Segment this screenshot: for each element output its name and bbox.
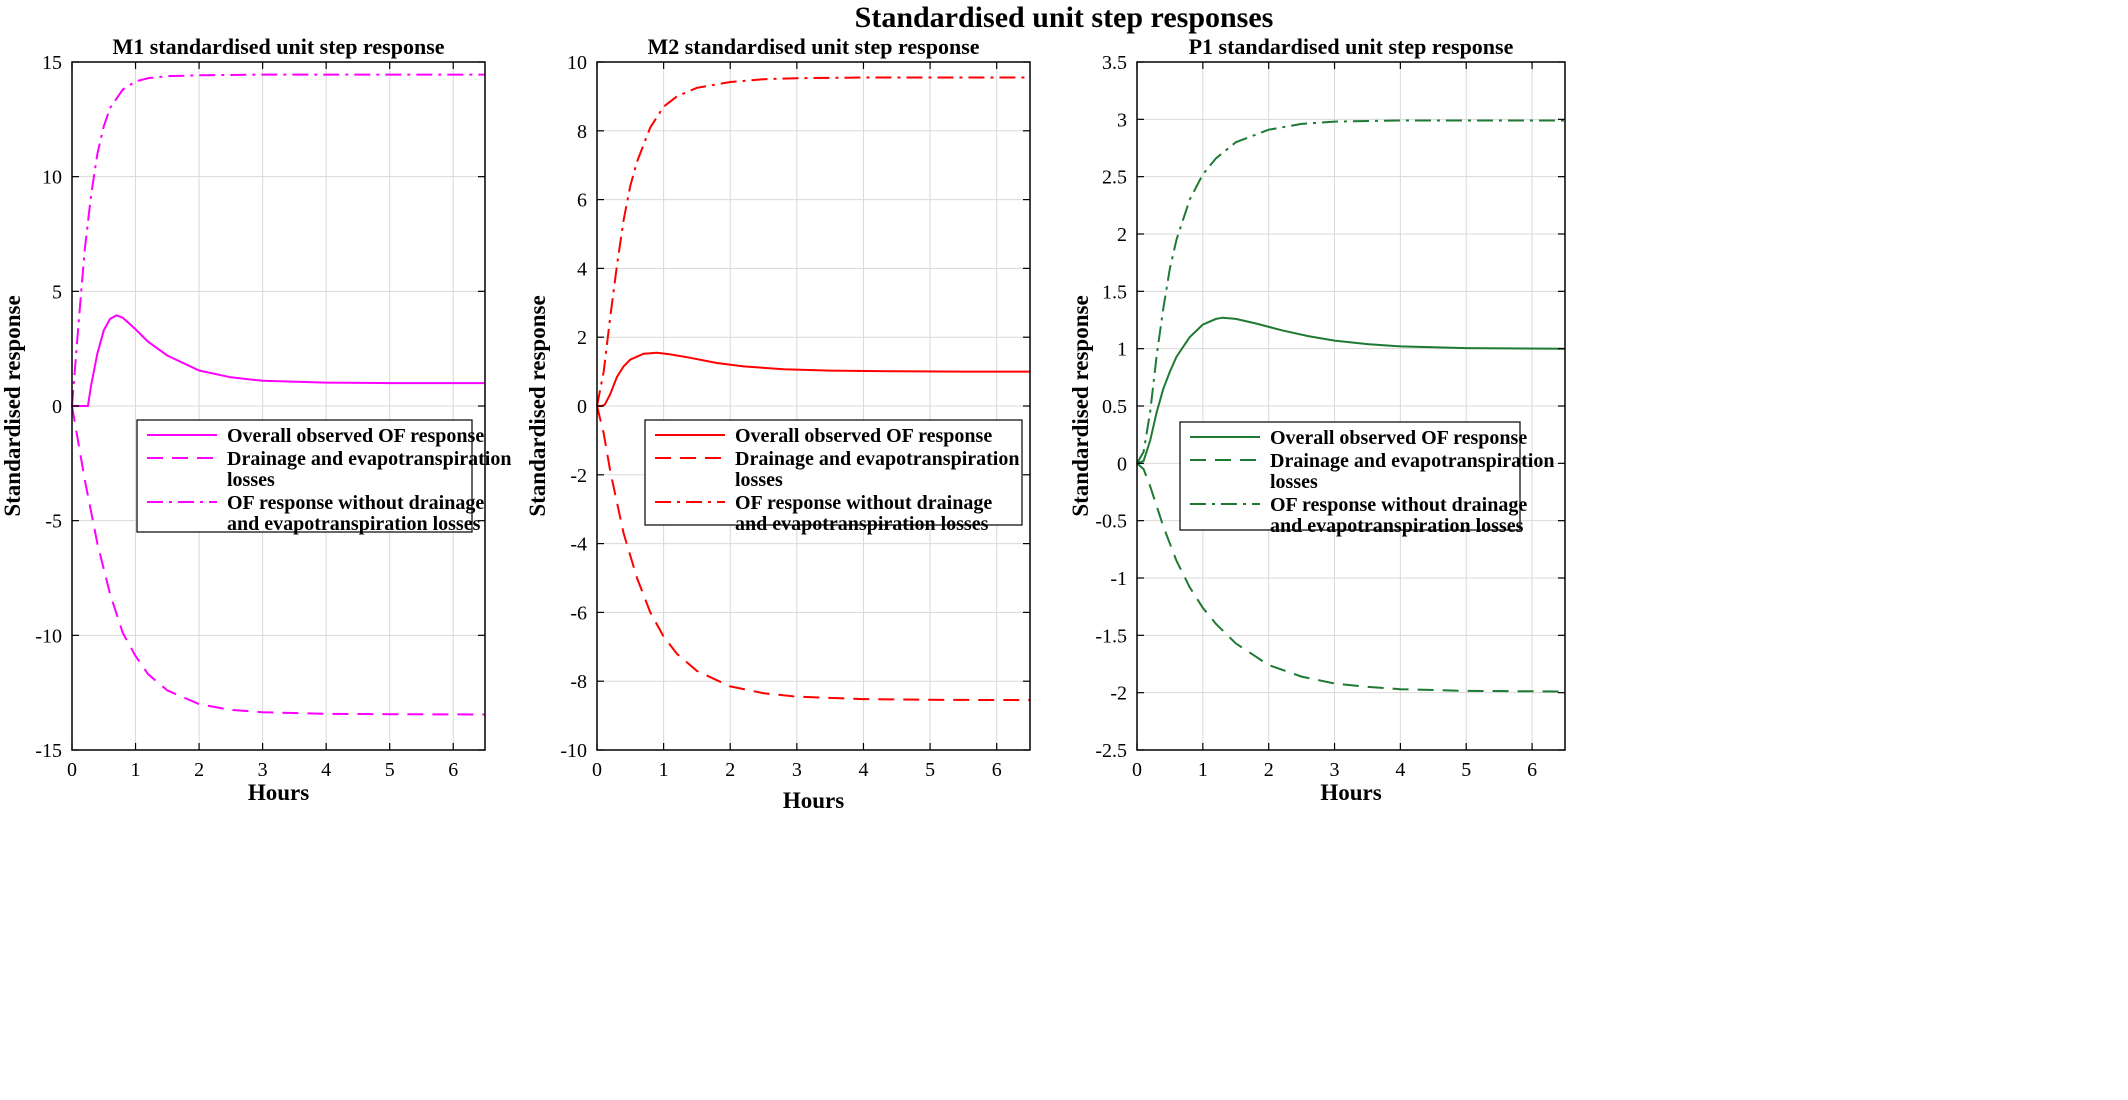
legend-box	[1179, 421, 1521, 531]
y-tick-label: 3.5	[1102, 52, 1127, 74]
x-tick-label: 1	[1198, 759, 1208, 781]
x-tick-label: 2	[725, 759, 735, 781]
legend-label-continued: and evapotranspiration losses	[735, 513, 989, 535]
figure-title: Standardised unit step responses	[854, 1, 1274, 34]
y-axis-label: Standardised response	[0, 295, 25, 516]
x-tick-label: 6	[448, 759, 458, 781]
y-tick-label: -1	[1110, 568, 1127, 590]
legend-box	[136, 419, 473, 533]
x-tick-label: 2	[194, 759, 204, 781]
legend-label: OF response without drainage	[1270, 494, 1527, 516]
legend-label-continued: and evapotranspiration losses	[227, 513, 481, 535]
y-tick-label: -2	[570, 465, 587, 487]
x-tick-label: 0	[67, 759, 77, 781]
chart-panel-1: 0 1 2 3 4 5 6 -15 -10 -5 0 5 10 15 M1 standardised uni…	[0, 34, 511, 805]
y-axis-label: Standardised response	[525, 295, 550, 516]
y-tick-label: -6	[570, 602, 587, 624]
y-tick-label: -0.5	[1095, 511, 1127, 533]
legend-label: Drainage and evapotranspiration	[735, 448, 1019, 470]
y-axis-label: Standardised response	[1068, 295, 1093, 516]
y-tick-label: 1	[1117, 339, 1127, 361]
series-line-dashdot	[1136, 119, 1565, 464]
y-tick-label: 2.5	[1102, 167, 1127, 189]
legend-label: Drainage and evapotranspiration	[1270, 450, 1554, 472]
y-tick-label: -2	[1110, 683, 1127, 705]
x-tick-label: 5	[925, 759, 935, 781]
x-tick-label: 5	[1461, 759, 1471, 781]
y-tick-label: 10	[42, 167, 62, 189]
x-tick-label: 4	[321, 759, 331, 781]
x-tick-label: 6	[992, 759, 1002, 781]
legend-label: OF response without drainage	[735, 492, 992, 514]
legend-label-continued: and evapotranspiration losses	[1270, 515, 1524, 537]
y-tick-label: 8	[577, 121, 587, 143]
series-line-solid	[597, 351, 1030, 407]
series-line-solid	[1136, 316, 1566, 465]
legend-label: OF response without drainage	[227, 492, 484, 514]
y-tick-label: 3	[1117, 109, 1127, 131]
y-tick-label: 4	[577, 258, 587, 280]
y-tick-label: 15	[42, 52, 62, 74]
series-line-solid	[72, 314, 485, 407]
x-tick-label: 2	[1264, 759, 1274, 781]
y-tick-label: 5	[52, 281, 62, 303]
chart-panel-3: 0 1 2 3 4 5 6 -2.5 -2 -1.5 -1 -0.5 0 0.5 1 1.5 2 2.5 3 3.5 P…	[1068, 34, 1566, 805]
chart-title: M1 standardised unit step response	[112, 34, 444, 59]
x-tick-label: 3	[1330, 759, 1340, 781]
x-tick-label: 6	[1527, 759, 1537, 781]
series-line-dashed	[596, 405, 1031, 702]
y-tick-label: 0	[1117, 453, 1127, 475]
y-tick-label: -2.5	[1095, 740, 1127, 762]
y-tick-label: 2	[1117, 224, 1127, 246]
x-tick-label: 4	[1395, 759, 1405, 781]
x-tick-label: 1	[659, 759, 669, 781]
legend-label-continued: losses	[227, 469, 275, 491]
x-tick-label: 3	[792, 759, 802, 781]
x-axis-label: Hours	[783, 788, 844, 813]
x-axis-label: Hours	[1320, 780, 1381, 805]
x-tick-label: 4	[858, 759, 868, 781]
chart-title: P1 standardised unit step response	[1189, 34, 1514, 59]
y-tick-label: -10	[35, 625, 62, 647]
y-tick-label: 0.5	[1102, 396, 1127, 418]
legend-label: Overall observed OF response	[735, 425, 992, 447]
y-tick-label: -10	[560, 740, 587, 762]
legend-label-continued: losses	[1270, 471, 1318, 493]
legend-label: Overall observed OF response	[227, 425, 484, 447]
y-tick-label: 0	[52, 396, 62, 418]
y-tick-label: -15	[35, 740, 62, 762]
chart-title: M2 standardised unit step response	[647, 34, 979, 59]
y-tick-label: -4	[570, 534, 587, 556]
y-tick-label: -1.5	[1095, 625, 1127, 647]
chart-panel-2: 0 1 2 3 4 5 6 -10 -8 -6 -4 -2 0 2 4 6 8 10 M2 standardised…	[525, 34, 1031, 813]
x-axis-label: Hours	[248, 780, 309, 805]
legend-label: Overall observed OF response	[1270, 427, 1527, 449]
y-tick-label: 0	[577, 396, 587, 418]
y-tick-label: 1.5	[1102, 281, 1127, 303]
y-tick-label: -5	[45, 511, 62, 533]
x-tick-label: 1	[131, 759, 141, 781]
legend-label-continued: losses	[735, 469, 783, 491]
series-line-dashdot	[596, 76, 1030, 407]
x-tick-label: 5	[385, 759, 395, 781]
legend-box	[644, 419, 1023, 526]
y-tick-label: 10	[567, 52, 587, 74]
y-tick-label: 2	[577, 327, 587, 349]
x-tick-label: 0	[592, 759, 602, 781]
series-line-dashed	[71, 405, 486, 716]
y-tick-label: 6	[577, 190, 587, 212]
series-line-dashdot	[71, 73, 485, 407]
x-tick-label: 0	[1132, 759, 1142, 781]
x-tick-label: 3	[258, 759, 268, 781]
legend-label: Drainage and evapotranspiration	[227, 448, 511, 470]
y-tick-label: -8	[570, 671, 587, 693]
